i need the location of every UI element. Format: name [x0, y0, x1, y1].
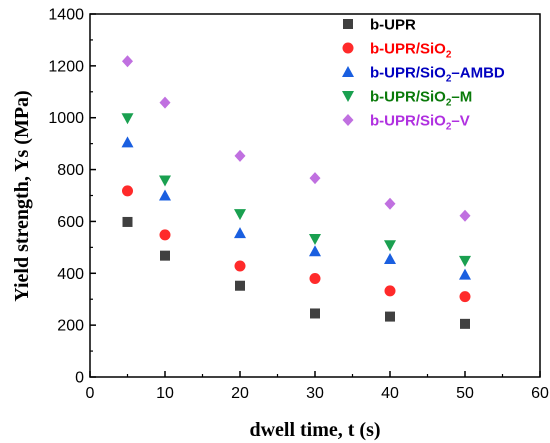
x-tick-label: 40: [381, 385, 399, 402]
data-point-triangle-up: [459, 268, 471, 280]
data-point-circle: [234, 260, 246, 272]
data-point-square: [122, 216, 133, 227]
data-point-triangle-up: [159, 189, 171, 201]
y-tick-label: 800: [57, 162, 84, 179]
data-point-square: [160, 250, 170, 261]
data-point-diamond: [159, 96, 171, 109]
legend-label-suffix: –M: [451, 89, 472, 106]
data-point-triangle-down: [121, 113, 134, 125]
data-point-diamond: [234, 149, 246, 162]
data-point-square: [235, 280, 245, 291]
data-point-triangle-down: [459, 255, 471, 267]
y-tick-label: 1200: [48, 58, 84, 75]
legend-label-suffix: –AMBD: [451, 65, 505, 82]
data-markers: [121, 55, 471, 329]
y-tick-label: 0: [75, 370, 84, 387]
data-point-triangle-up: [309, 245, 321, 257]
x-tick-label: 50: [456, 385, 474, 402]
legend-label-main: b-UPR/SiO: [370, 89, 446, 106]
legend-label: b-UPR/SiO2–V: [370, 113, 470, 133]
data-point-diamond: [122, 55, 133, 68]
data-point-triangle-down: [309, 234, 321, 246]
data-point-square: [460, 318, 470, 329]
y-tick-label: 400: [57, 266, 84, 283]
data-point-diamond: [384, 197, 396, 210]
legend-marker-triangle-up: [342, 66, 354, 77]
y-tick-label: 600: [57, 214, 84, 231]
data-point-triangle-up: [121, 136, 134, 148]
data-point-circle: [122, 185, 133, 197]
y-axis-title: Yield strength, Ys (MPa): [11, 90, 33, 301]
data-point-circle: [384, 285, 396, 297]
data-point-diamond: [309, 172, 321, 185]
legend-label: b-UPR/SiO2: [370, 41, 452, 61]
x-axis-title: dwell time, t (s): [249, 419, 380, 441]
legend-label-main: b-UPR/SiO: [370, 65, 446, 82]
legend-label-subscript: 2: [446, 74, 452, 85]
x-tick-label: 20: [231, 385, 249, 402]
data-point-circle: [159, 229, 171, 241]
legend-marker-triangle-down: [342, 91, 354, 102]
legend-marker-diamond: [342, 114, 354, 126]
legend-label-subscript: 2: [446, 122, 452, 133]
legend-label-main: b-UPR: [370, 17, 416, 34]
y-tick-label: 200: [57, 318, 84, 335]
data-point-circle: [309, 272, 321, 284]
y-tick-label: 1000: [48, 110, 84, 127]
data-point-square: [310, 308, 320, 319]
legend-marker-circle: [342, 42, 354, 54]
legend-label-subscript: 2: [446, 50, 452, 61]
x-tick-label: 30: [306, 385, 324, 402]
legend: b-UPRb-UPR/SiO2b-UPR/SiO2–AMBDb-UPR/SiO2…: [342, 17, 505, 133]
x-tick-label: 10: [156, 385, 174, 402]
y-tick-label: 1400: [48, 7, 84, 24]
data-point-diamond: [459, 209, 471, 222]
data-point-triangle-up: [384, 253, 396, 265]
legend-label-subscript: 2: [446, 98, 452, 109]
legend-label-main: b-UPR/SiO: [370, 41, 446, 58]
x-tick-label: 0: [86, 385, 95, 402]
data-point-circle: [459, 291, 471, 303]
legend-label: b-UPR/SiO2–M: [370, 89, 472, 109]
legend-label-main: b-UPR/SiO: [370, 113, 446, 130]
data-point-triangle-up: [234, 227, 246, 239]
data-point-square: [385, 311, 395, 322]
data-point-triangle-down: [234, 209, 246, 221]
legend-label: b-UPR: [370, 17, 416, 34]
legend-marker-square: [343, 19, 353, 29]
x-tick-label: 60: [531, 385, 549, 402]
data-point-triangle-down: [384, 240, 396, 252]
y-axis-ticks: 0 200 400 600 800 1000 1200 1400: [48, 7, 96, 387]
legend-label: b-UPR/SiO2–AMBD: [370, 65, 505, 85]
x-axis-ticks: 0 10 20 30 40 50 60: [86, 371, 549, 402]
legend-label-suffix: –V: [451, 113, 469, 130]
data-point-triangle-down: [159, 175, 171, 187]
